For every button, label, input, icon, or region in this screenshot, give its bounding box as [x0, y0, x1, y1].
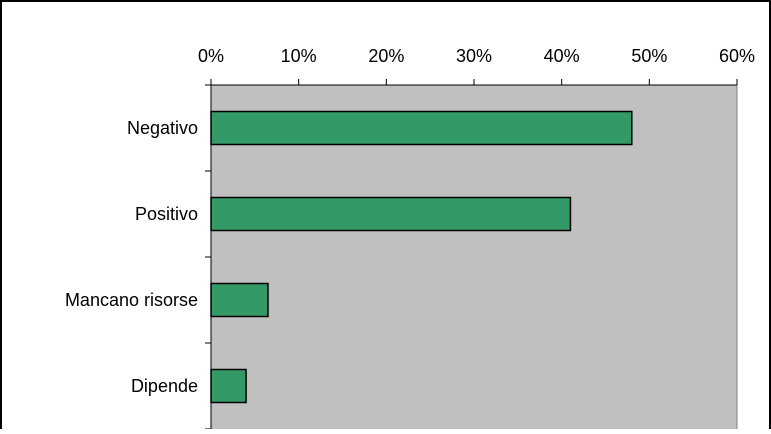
x-tick-label: 0% [198, 46, 224, 66]
y-axis: Negativo Positivo Mancano risorse Dipende [65, 84, 212, 430]
bar-dipende [210, 368, 247, 404]
category-label: Positivo [135, 204, 198, 224]
bars [210, 110, 633, 404]
category-label: Dipende [131, 376, 198, 396]
x-tick-label: 30% [456, 46, 492, 66]
bar-negativo [210, 110, 633, 146]
category-label: Mancano risorse [65, 290, 198, 310]
category-label: Negativo [127, 118, 198, 138]
x-tick-label: 10% [281, 46, 317, 66]
x-tick-label: 50% [631, 46, 667, 66]
x-axis: 0% 10% 20% 30% 40% 50% 60% [198, 46, 755, 86]
bar-mancano-risorse [210, 282, 269, 318]
bar-chart: 0% 10% 20% 30% 40% 50% 60% Negativo Positivo Man… [65, 46, 755, 432]
x-tick-label: 60% [719, 46, 755, 66]
x-tick-label: 40% [544, 46, 580, 66]
x-tick-label: 20% [368, 46, 404, 66]
bar-positivo [210, 196, 572, 232]
